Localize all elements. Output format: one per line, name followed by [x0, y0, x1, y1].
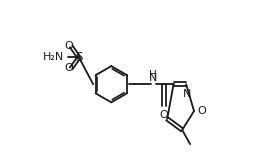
Text: O: O — [64, 63, 73, 73]
Text: H₂N: H₂N — [43, 52, 64, 62]
Text: O: O — [160, 110, 168, 120]
Text: O: O — [197, 106, 206, 116]
Text: S: S — [75, 51, 83, 64]
Text: N: N — [183, 89, 191, 99]
Text: O: O — [64, 41, 73, 51]
Text: H: H — [149, 69, 157, 80]
Text: N: N — [149, 73, 157, 83]
